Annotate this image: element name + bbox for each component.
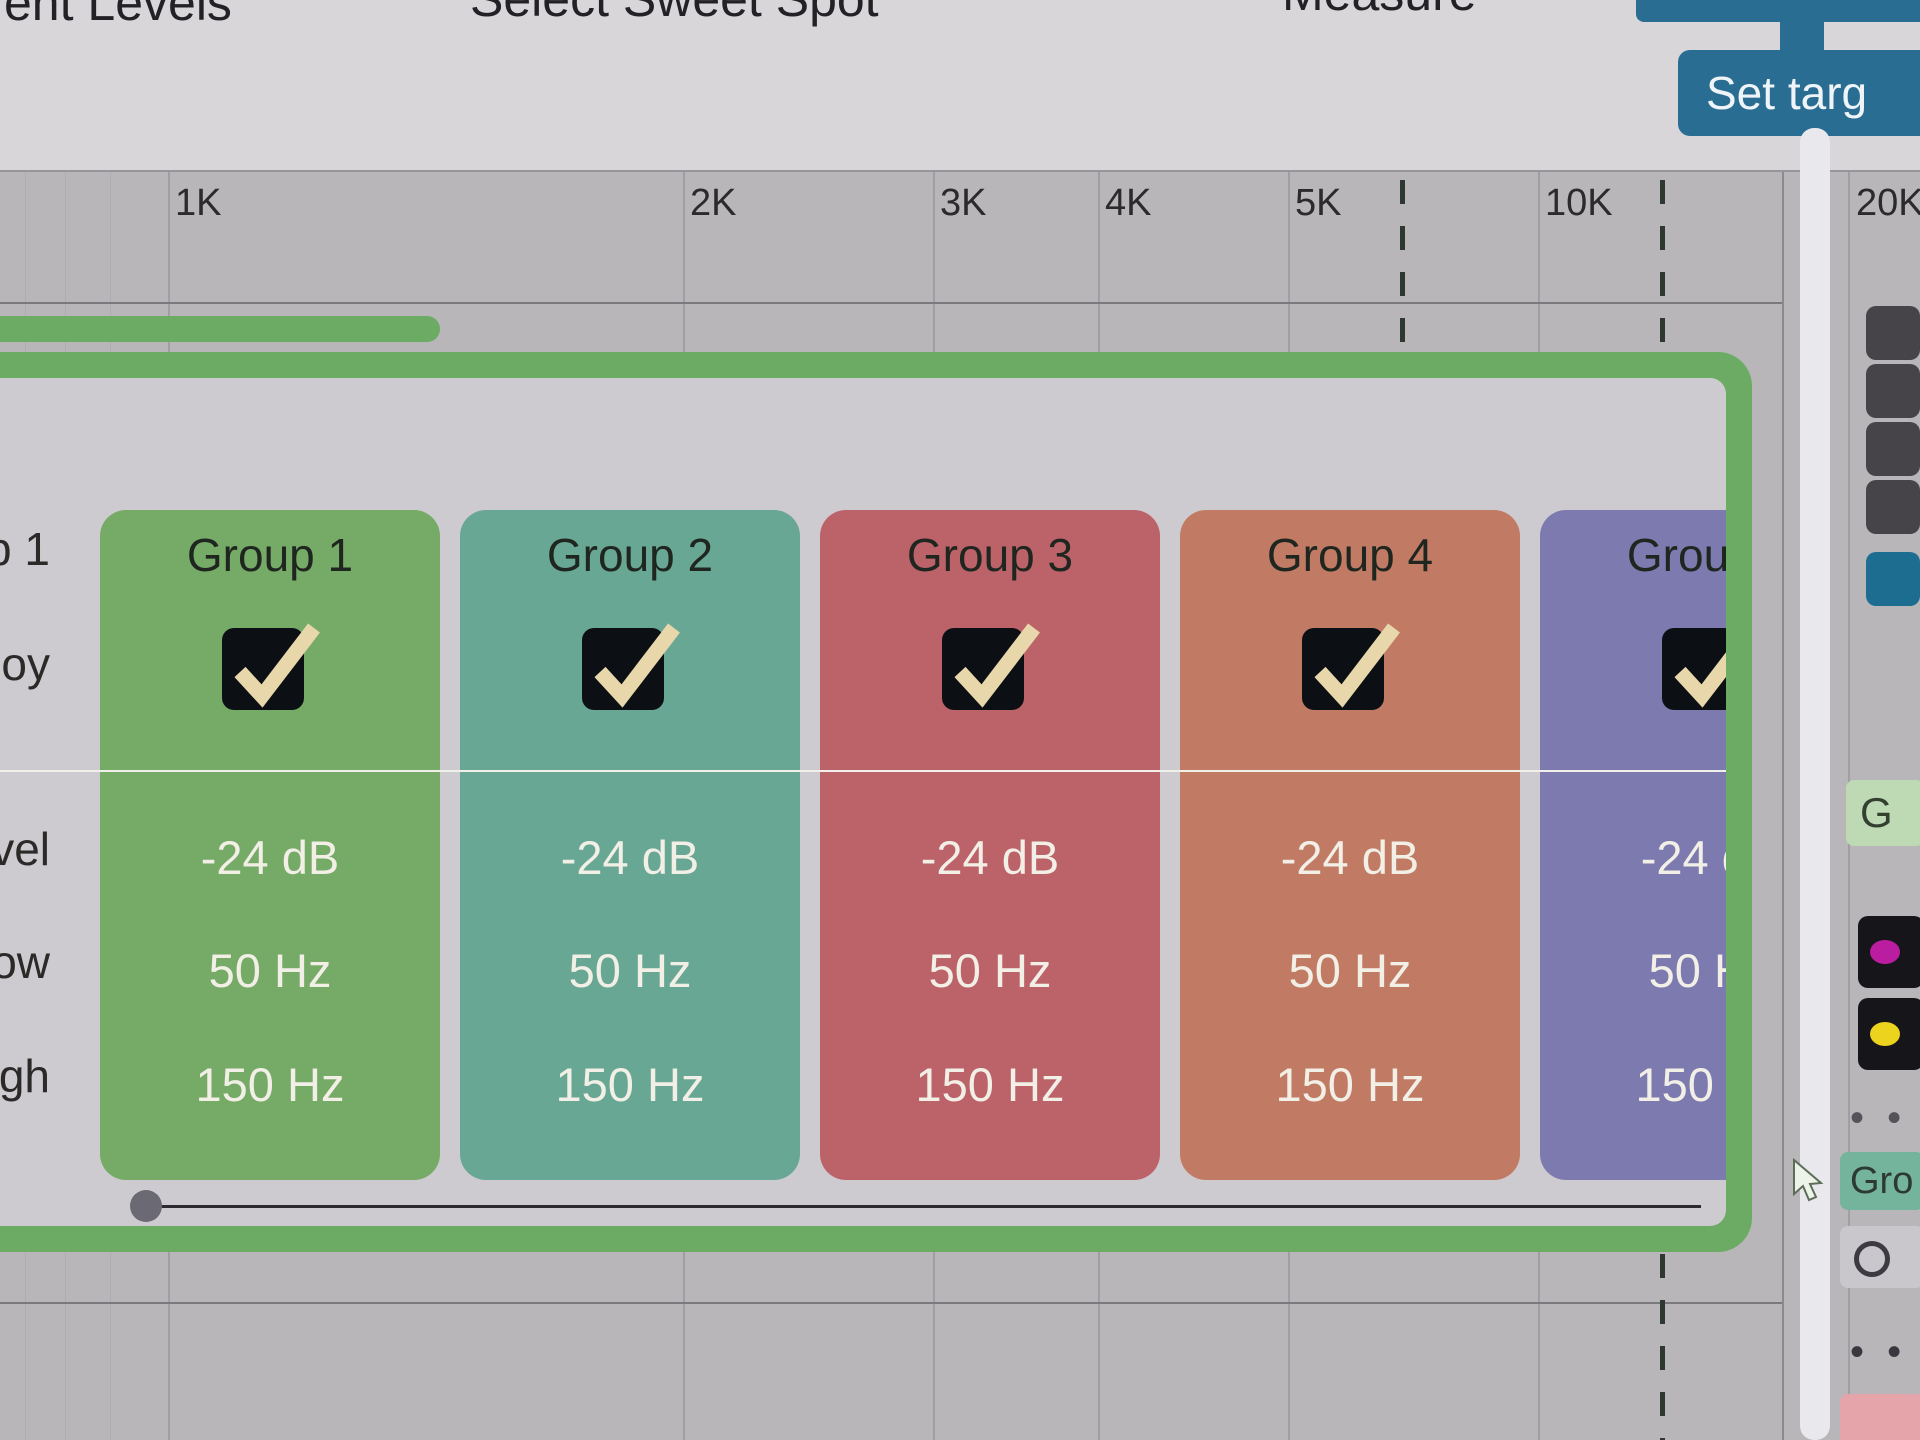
curtain-handle-right[interactable] [1660,180,1665,354]
group-level: -24 dB [200,831,340,884]
curtain-handle-left[interactable] [1400,180,1405,354]
group-card-5: Group 5 -24 dB 50 Hz 150 Hz [1540,510,1726,1180]
group-checkbox[interactable] [570,610,690,722]
selected-channel-chip-icon[interactable] [1866,552,1920,606]
tab-measure[interactable]: Measure [1282,0,1477,22]
legend-row-group-teal[interactable]: Gro [1840,1152,1920,1210]
group-checkbox[interactable] [210,610,330,722]
chart-right-edge [1782,172,1784,1440]
group-low: 50 Hz [568,944,692,997]
group-low: 50 Hz [1288,944,1412,997]
row-label-name: p 1 [0,523,50,575]
dialog-accent-strip [0,316,440,342]
group-high: 150 Hz [915,1058,1065,1111]
group-level: -24 dB [1640,831,1726,884]
group-title: Group 5 [1626,529,1726,581]
group-card-2: Group 2 -24 dB 50 Hz 150 Hz [460,510,800,1180]
dialog-scrollbar-handle[interactable] [130,1190,162,1222]
channel-chip-icon[interactable] [1866,306,1920,360]
group-high: 150 Hz [555,1058,705,1111]
group-card-4: Group 4 -24 dB 50 Hz 150 Hz [1180,510,1520,1180]
freq-tick-label: 10K [1545,182,1613,224]
row-label-low: ow [0,936,50,988]
row-label-level: vel [0,823,50,875]
freq-tick-label: 5K [1295,182,1342,224]
set-target-button[interactable]: Set targ [1678,50,1920,136]
gridline-horizontal [0,302,1782,304]
group-high: 150 Hz [1635,1058,1726,1111]
gridline-horizontal [0,1302,1782,1304]
row-label-high: igh [0,1050,50,1102]
group-checkbox[interactable] [930,610,1050,722]
group-card-3: Group 3 -24 dB 50 Hz 150 Hz [820,510,1160,1180]
group-title: Group 4 [1266,529,1434,581]
channel-chip-icon[interactable] [1866,480,1920,534]
mouse-cursor-icon [1790,1157,1830,1211]
legend-green-label: G [1860,789,1893,836]
group-checkbox[interactable] [1650,610,1726,722]
legend-row-group-green[interactable]: G [1846,780,1920,846]
legend-row-pink[interactable] [1840,1394,1920,1440]
group-title: Group 3 [906,529,1074,581]
dialog-scrollbar-track[interactable] [130,1190,1701,1222]
yellow-dot-icon [1870,1022,1900,1046]
dialog-body: p 1 oy vel ow igh Group 1 -24 dB 50 Hz 1… [0,378,1726,1226]
color-chip-magenta[interactable] [1858,916,1920,988]
circle-icon [1854,1241,1890,1277]
freq-tick-label: 1K [175,182,222,224]
scroll-stripe[interactable] [1800,128,1830,1440]
freq-tick-label: 2K [690,182,737,224]
group-card-1: Group 1 -24 dB 50 Hz 150 Hz [100,510,440,1180]
color-chip-yellow[interactable] [1858,998,1920,1070]
legend-row-circle[interactable] [1840,1226,1920,1288]
row-label-standby: oy [1,638,50,690]
ellipsis-icon: • • • [1850,1096,1920,1140]
dialog-separator-line [0,770,1726,772]
curtain-handle-right-lower[interactable] [1660,1254,1665,1440]
group-title: Group 2 [546,529,714,581]
freq-tick-label: 20K [1856,182,1920,224]
channel-chip-icon[interactable] [1866,422,1920,476]
group-low: 50 Hz [208,944,332,997]
group-level: -24 dB [920,831,1060,884]
group-low: 50 Hz [1648,944,1726,997]
group-checkbox[interactable] [1290,610,1410,722]
group-title: Group 1 [186,529,354,581]
legend-teal-label: Gro [1850,1159,1914,1202]
group-select-dialog: p 1 oy vel ow igh Group 1 -24 dB 50 Hz 1… [0,352,1752,1252]
group-low: 50 Hz [928,944,1052,997]
freq-tick-label: 4K [1105,182,1152,224]
magenta-dot-icon [1870,940,1900,964]
ellipsis-icon: • • • [1850,1330,1920,1374]
group-level: -24 dB [1280,831,1420,884]
group-level: -24 dB [560,831,700,884]
tab-select-sweet-spot[interactable]: Select Sweet Spot [470,0,879,28]
group-high: 150 Hz [1275,1058,1425,1111]
group-high: 150 Hz [195,1058,345,1111]
freq-tick-label: 3K [940,182,987,224]
toolbar-connector [1780,20,1824,54]
set-target-label: Set targ [1706,67,1868,119]
channel-chip-icon[interactable] [1866,364,1920,418]
tab-measurement-levels[interactable]: ent Levels [4,0,232,31]
top-toolbar-bar[interactable] [1636,0,1920,22]
